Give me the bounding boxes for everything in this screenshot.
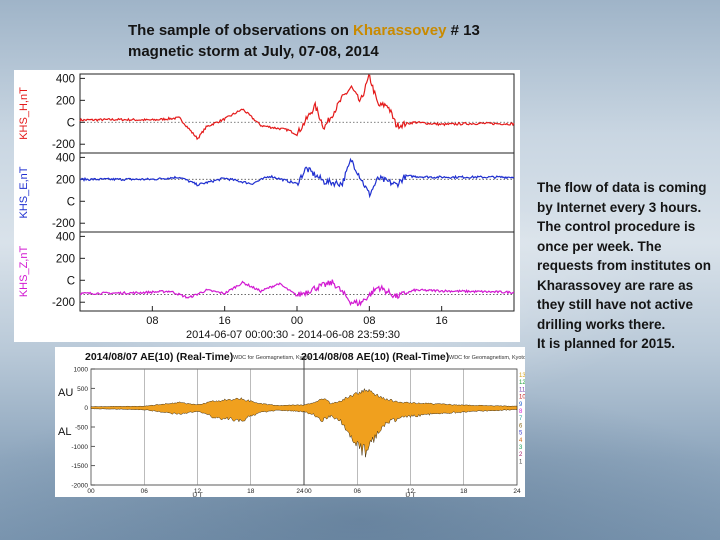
y-tick-label: 400 (56, 152, 75, 164)
ae-y-tick-label: -1500 (71, 463, 88, 470)
y-tick-label: -200 (52, 297, 75, 309)
ae-envelope-area (90, 387, 518, 458)
ae-x-tick-label: 06 (354, 488, 362, 495)
x-tick-label: 00 (291, 315, 303, 327)
trace-panel-frame (79, 152, 515, 233)
ae-station-number: 11 (519, 387, 525, 393)
title-line1-pre: The sample of observations on (128, 22, 354, 39)
y-tick-label: C (67, 275, 75, 287)
x-tick-label: 16 (219, 315, 231, 327)
ae-station-number: 4 (519, 438, 523, 444)
ae-index-chart-panel: 2014/08/07 AE(10) (Real-Time) WDC for Geo… (55, 347, 526, 499)
ae-station-number: 7 (519, 416, 523, 422)
y-tick-label: 400 (56, 231, 75, 243)
ae-station-number: 9 (519, 402, 523, 408)
trace-panel-frame (79, 73, 515, 154)
ae-y-tick-label: 500 (77, 386, 88, 393)
side-description: The flow of data is coming by Internet e… (537, 178, 713, 354)
ae-x-tick-label: 06 (141, 488, 149, 495)
ae-x-tick-label: 00 (87, 488, 95, 495)
ae-subtitle-left: WDC for Geomagnetism, Kyoto (233, 355, 310, 361)
ae-x-tick-label: 18 (460, 488, 468, 495)
x-tick-label: 16 (436, 315, 448, 327)
trace-panel-frame (79, 231, 515, 312)
y-tick-label: C (67, 117, 75, 129)
ae-station-number: 12 (519, 380, 525, 386)
side-paragraph-2: It is planned for 2015. (537, 336, 676, 351)
ae-x-axis-label-left: U T (192, 492, 202, 497)
y-tick-label: 200 (56, 174, 75, 186)
slide-title: The sample of observations on Kharassove… (128, 20, 668, 62)
ae-y-tick-label: -500 (75, 425, 88, 432)
y-tick-label: -200 (52, 139, 75, 151)
y-tick-label: -200 (52, 218, 75, 230)
y-tick-label: 200 (56, 253, 75, 265)
title-highlight-station: Kharassovey (353, 22, 447, 39)
title-line1-post: # 13 (446, 22, 480, 39)
ae-station-number: 6 (519, 423, 523, 429)
ae-label-au: AU (58, 387, 73, 399)
ae-y-tick-label: -2000 (71, 483, 88, 490)
series-axis-label: KHS_E,nT (18, 166, 30, 218)
ae-index-chart: 2014/08/07 AE(10) (Real-Time) WDC for Geo… (58, 351, 526, 499)
x-axis-label: 2014-06-07 00:00:30 - 2014-06-08 23:59:3… (186, 329, 400, 341)
ae-y-tick-label: 1000 (74, 367, 89, 374)
ae-title-left: 2014/08/07 AE(10) (Real-Time) (85, 351, 233, 363)
ae-title-right: 2014/08/08 AE(10) (Real-Time) (301, 351, 449, 363)
series-line (79, 279, 515, 307)
ae-x-tick-label: 18 (247, 488, 255, 495)
magnetometer-chart-panel: 400 200 C -200 KHS_H,nT 400 200 C -200 KHS_E,nT 40… (14, 70, 520, 342)
title-line2: magnetic storm at July, 07-08, 2014 (128, 43, 379, 60)
ae-station-number: 3 (519, 445, 523, 451)
ae-x-axis-label-right: U T (405, 492, 415, 497)
ae-station-number: 1 (519, 459, 523, 465)
series-line (79, 157, 515, 199)
ae-station-number: 2 (519, 452, 523, 458)
ae-station-number: 13 (519, 373, 525, 379)
y-tick-label: 400 (56, 73, 75, 85)
ae-station-number: 8 (519, 409, 523, 415)
y-tick-label: C (67, 196, 75, 208)
ae-x-tick-label: 12 (407, 488, 415, 495)
ae-y-tick-label: -1000 (71, 444, 88, 451)
series-axis-label: KHS_Z,nT (18, 246, 30, 298)
x-tick-label: 08 (146, 315, 158, 327)
magnetometer-chart: 400 200 C -200 KHS_H,nT 400 200 C -200 KHS_E,nT 40… (18, 73, 515, 341)
series-axis-label: KHS_H,nT (18, 87, 30, 140)
side-paragraph-1: The flow of data is coming by Internet e… (537, 180, 712, 332)
ae-station-number: 10 (519, 395, 525, 401)
ae-station-number: 5 (519, 431, 523, 437)
ae-y-tick-label: 0 (84, 405, 88, 412)
x-tick-label: 08 (363, 315, 375, 327)
ae-subtitle-right: WDC for Geomagnetism, Kyoto (449, 355, 525, 361)
ae-x-tick-label: 12 (194, 488, 202, 495)
ae-label-al: AL (58, 426, 71, 438)
ae-x-tick-label: 00 (304, 488, 312, 495)
y-tick-label: 200 (56, 95, 75, 107)
ae-x-tick-label: 24 (513, 488, 521, 495)
ae-x-tick-label: 24 (296, 488, 304, 495)
series-line (79, 74, 515, 141)
